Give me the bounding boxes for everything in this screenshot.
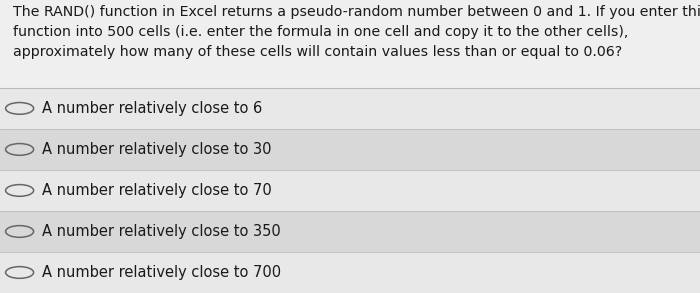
Text: A number relatively close to 70: A number relatively close to 70 [42, 183, 272, 198]
Bar [0, 211, 700, 252]
Bar [0, 252, 700, 293]
Text: A number relatively close to 6: A number relatively close to 6 [42, 101, 262, 116]
Text: A number relatively close to 700: A number relatively close to 700 [42, 265, 281, 280]
Text: A number relatively close to 30: A number relatively close to 30 [42, 142, 272, 157]
Bar [0, 88, 700, 129]
Bar [0, 170, 700, 211]
Text: A number relatively close to 350: A number relatively close to 350 [42, 224, 281, 239]
Text: The RAND() function in Excel returns a pseudo-random number between 0 and 1. If : The RAND() function in Excel returns a p… [13, 5, 700, 59]
Bar [0, 0, 700, 88]
Bar [0, 129, 700, 170]
